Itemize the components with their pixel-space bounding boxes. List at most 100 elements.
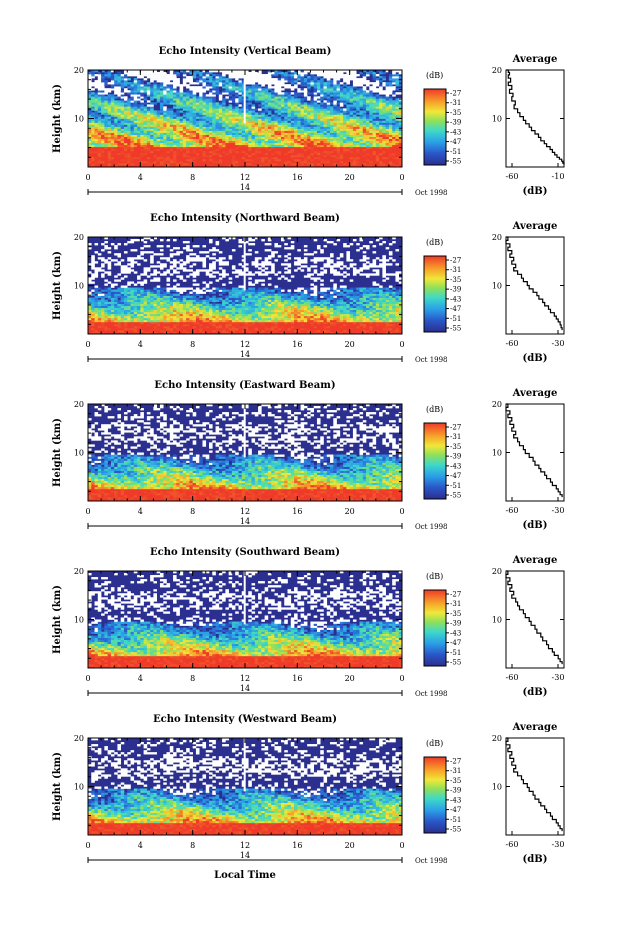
heatmap-cell bbox=[385, 110, 390, 113]
heatmap-cell bbox=[316, 150, 321, 154]
heatmap-cell bbox=[330, 144, 334, 148]
heatmap-cell bbox=[366, 90, 370, 93]
heatmap-cell bbox=[101, 142, 105, 146]
heatmap-cell bbox=[310, 130, 314, 133]
heatmap-cell bbox=[222, 156, 226, 160]
heatmap-cell bbox=[261, 152, 265, 156]
heatmap-cell bbox=[287, 98, 292, 101]
heatmap-cell bbox=[349, 148, 354, 152]
heatmap-cell bbox=[303, 80, 308, 83]
heatmap-cell bbox=[261, 156, 265, 160]
heatmap-cell bbox=[169, 325, 174, 329]
heatmap-cell bbox=[307, 84, 311, 87]
heatmap-cell bbox=[123, 124, 128, 127]
heatmap-cell bbox=[316, 104, 321, 107]
heatmap-cell bbox=[258, 92, 262, 95]
heatmap-cell bbox=[248, 134, 252, 137]
heatmap-cell bbox=[245, 86, 249, 89]
heatmap-cell bbox=[156, 110, 161, 113]
heatmap-cell bbox=[127, 102, 131, 105]
heatmap-cell bbox=[277, 327, 282, 331]
heatmap-cell bbox=[101, 124, 105, 127]
heatmap-cell bbox=[146, 120, 151, 123]
heatmap-cell bbox=[258, 154, 262, 158]
heatmap-cell bbox=[169, 96, 174, 99]
heatmap-cell bbox=[133, 148, 138, 152]
heatmap-cell bbox=[303, 146, 308, 150]
heatmap-cell bbox=[254, 144, 259, 148]
heatmap-cell bbox=[182, 70, 187, 73]
heatmap-cell bbox=[310, 142, 314, 146]
heatmap-cell bbox=[150, 146, 154, 150]
heatmap-cell bbox=[91, 152, 95, 156]
heatmap-cell bbox=[189, 146, 193, 150]
heatmap-cell bbox=[254, 114, 259, 117]
heatmap-cell bbox=[330, 138, 334, 142]
heatmap-cell bbox=[215, 106, 220, 109]
heatmap-cell bbox=[343, 102, 347, 105]
heatmap-cell bbox=[104, 74, 108, 77]
heatmap-cell bbox=[169, 164, 174, 168]
heatmap-cell bbox=[199, 130, 203, 133]
heatmap-cell bbox=[333, 148, 337, 152]
heatmap-cell bbox=[372, 114, 377, 117]
heatmap-cell bbox=[379, 102, 383, 105]
heatmap-cell bbox=[297, 140, 301, 144]
heatmap-cell bbox=[280, 122, 285, 125]
heatmap-cell bbox=[202, 122, 207, 125]
heatmap-cell bbox=[218, 82, 223, 85]
heatmap-cell bbox=[228, 134, 233, 137]
heatmap-cell bbox=[245, 331, 249, 335]
heatmap-cell bbox=[137, 154, 141, 158]
heatmap-cell bbox=[352, 98, 357, 101]
heatmap-cell bbox=[182, 162, 187, 166]
heatmap-cell bbox=[264, 104, 269, 107]
heatmap-cell bbox=[101, 116, 105, 119]
heatmap-cell bbox=[153, 130, 157, 133]
heatmap-cell bbox=[202, 325, 207, 329]
heatmap-cell bbox=[330, 76, 334, 79]
heatmap-cell bbox=[120, 142, 125, 146]
heatmap-cell bbox=[140, 158, 144, 162]
heatmap-cell bbox=[320, 112, 324, 115]
heatmap-cell bbox=[392, 164, 396, 168]
heatmap-cell bbox=[205, 132, 210, 135]
heatmap-cell bbox=[133, 92, 138, 95]
heatmap-cell bbox=[323, 126, 328, 129]
heatmap-cell bbox=[202, 329, 207, 333]
heatmap-cell bbox=[104, 96, 108, 99]
heatmap-cell bbox=[287, 114, 292, 117]
heatmap-cell bbox=[182, 80, 187, 83]
heatmap-cell bbox=[316, 132, 321, 135]
heatmap-cell bbox=[303, 106, 308, 109]
heatmap-cell bbox=[245, 78, 249, 81]
heatmap-cell bbox=[140, 110, 144, 113]
heatmap-cell bbox=[307, 142, 311, 146]
heatmap-cell bbox=[222, 126, 226, 129]
heatmap-cell bbox=[150, 126, 154, 129]
heatmap-cell bbox=[166, 331, 171, 335]
heatmap-cell bbox=[392, 114, 396, 117]
heatmap-cell bbox=[366, 96, 370, 99]
heatmap-cell bbox=[284, 114, 288, 117]
heatmap-cell bbox=[392, 110, 396, 113]
heatmap-cell bbox=[235, 74, 239, 77]
heatmap-cell bbox=[192, 74, 197, 77]
heatmap-cell bbox=[274, 331, 279, 335]
heatmap-cell bbox=[156, 84, 161, 87]
heatmap-cell bbox=[316, 82, 321, 85]
heatmap-cell bbox=[101, 144, 105, 148]
heatmap-cell bbox=[366, 158, 370, 162]
heatmap-cell bbox=[241, 160, 246, 164]
heatmap-cell bbox=[241, 154, 246, 158]
heatmap-cell bbox=[176, 118, 180, 121]
heatmap-cell bbox=[277, 94, 282, 97]
heatmap-cell bbox=[277, 102, 282, 105]
heatmap-cell bbox=[258, 122, 262, 125]
heatmap-cell bbox=[271, 321, 275, 325]
heatmap-cell bbox=[163, 82, 167, 85]
heatmap-cell bbox=[228, 329, 233, 333]
heatmap-cell bbox=[231, 148, 236, 152]
heatmap-cell bbox=[127, 140, 131, 144]
heatmap-cell bbox=[117, 122, 122, 125]
